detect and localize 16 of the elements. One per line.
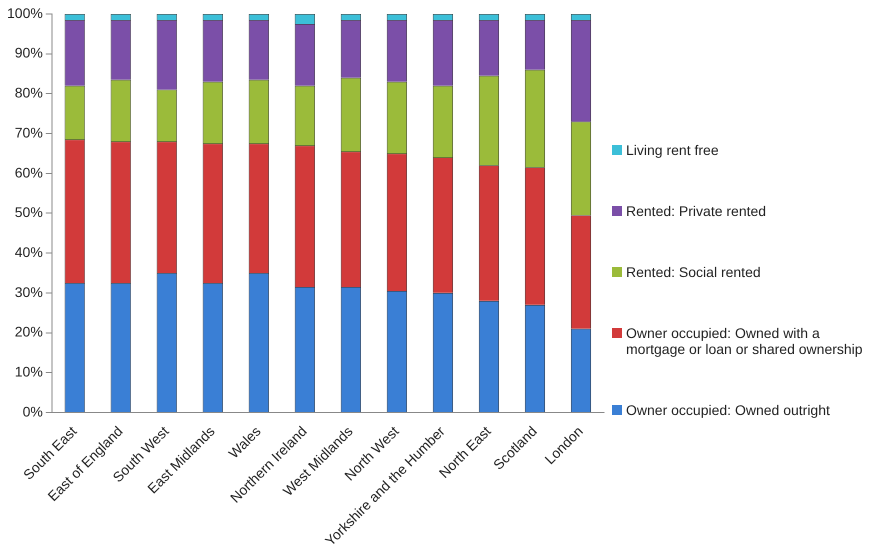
y-tick-label: 30% [14,284,43,300]
legend-label: Owner occupied: Owned with a mortgage or loan or shared ownership [626,324,864,357]
y-tick-label: 50% [14,204,43,220]
y-tick-label: 0% [22,403,43,420]
y-tick-label: 40% [14,244,43,260]
y-tick-label: 100% [6,4,43,21]
legend-label: Owner occupied: Owned outright [626,402,830,418]
y-tick-label: 20% [14,324,43,340]
y-tick-label: 10% [14,363,43,380]
y-tick-label: 70% [14,124,43,140]
y-tick-label: 90% [14,44,43,61]
y-tick-label: 60% [14,164,43,180]
y-tick-label: 80% [14,84,43,101]
legend-label: Living rent free [626,142,719,158]
legend-label: Rented: Social rented [626,264,761,280]
legend-label: Rented: Private rented [626,203,766,220]
